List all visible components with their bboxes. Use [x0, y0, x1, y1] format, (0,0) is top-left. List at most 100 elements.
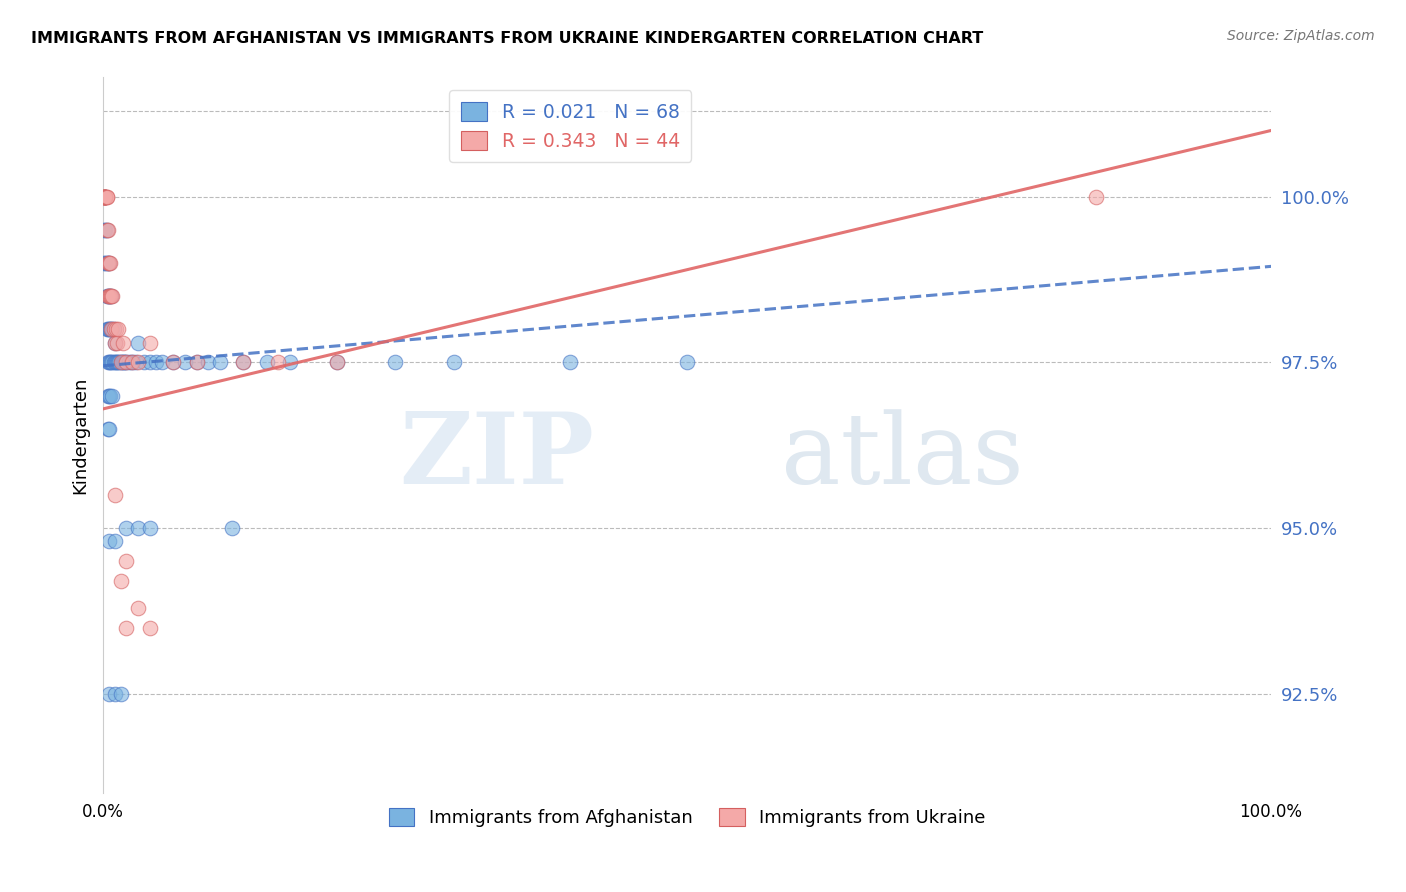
Point: [325, 355, 347, 369]
Point: [98, 322, 121, 336]
Point: [100, 322, 122, 336]
Point: [384, 355, 406, 369]
Point: [111, 335, 134, 350]
Point: [150, 355, 173, 369]
Point: [104, 335, 127, 350]
Point: [325, 355, 347, 369]
Point: [94, 256, 117, 270]
Point: [98, 289, 121, 303]
Point: [103, 322, 125, 336]
Point: [267, 355, 290, 369]
Point: [115, 554, 138, 568]
Point: [100, 289, 122, 303]
Point: [97, 289, 120, 303]
Text: IMMIGRANTS FROM AFGHANISTAN VS IMMIGRANTS FROM UKRAINE KINDERGARTEN CORRELATION : IMMIGRANTS FROM AFGHANISTAN VS IMMIGRANT…: [31, 31, 983, 46]
Point: [96, 289, 118, 303]
Text: atlas: atlas: [780, 409, 1024, 505]
Point: [93, 256, 115, 270]
Point: [278, 355, 301, 369]
Point: [104, 488, 127, 502]
Point: [98, 687, 121, 701]
Point: [115, 621, 138, 635]
Point: [93, 190, 115, 204]
Point: [97, 389, 120, 403]
Point: [93, 190, 115, 204]
Point: [101, 389, 124, 403]
Point: [97, 256, 120, 270]
Point: [94, 190, 117, 204]
Point: [93, 190, 115, 204]
Point: [121, 355, 143, 369]
Point: [197, 355, 219, 369]
Point: [443, 355, 465, 369]
Point: [97, 289, 120, 303]
Point: [1084, 190, 1107, 204]
Point: [97, 422, 120, 436]
Point: [104, 335, 127, 350]
Point: [139, 335, 162, 350]
Point: [96, 256, 118, 270]
Point: [98, 289, 121, 303]
Y-axis label: Kindergarten: Kindergarten: [72, 376, 89, 494]
Point: [98, 355, 121, 369]
Point: [97, 223, 120, 237]
Point: [676, 355, 699, 369]
Point: [98, 256, 121, 270]
Point: [256, 355, 278, 369]
Point: [145, 355, 167, 369]
Point: [96, 190, 118, 204]
Point: [98, 256, 121, 270]
Point: [162, 355, 184, 369]
Point: [173, 355, 195, 369]
Point: [110, 355, 132, 369]
Text: ZIP: ZIP: [399, 409, 593, 506]
Point: [94, 190, 117, 204]
Point: [139, 621, 162, 635]
Point: [110, 687, 132, 701]
Point: [96, 223, 118, 237]
Point: [132, 355, 155, 369]
Point: [98, 289, 121, 303]
Point: [118, 355, 141, 369]
Point: [94, 190, 117, 204]
Point: [107, 322, 129, 336]
Point: [94, 223, 117, 237]
Point: [98, 389, 121, 403]
Point: [110, 574, 132, 589]
Point: [105, 335, 128, 350]
Point: [232, 355, 254, 369]
Point: [122, 355, 145, 369]
Point: [104, 322, 127, 336]
Point: [98, 534, 121, 549]
Point: [104, 534, 127, 549]
Text: Source: ZipAtlas.com: Source: ZipAtlas.com: [1227, 29, 1375, 43]
Point: [139, 355, 162, 369]
Point: [115, 355, 138, 369]
Point: [111, 355, 134, 369]
Point: [100, 322, 122, 336]
Point: [103, 322, 125, 336]
Point: [108, 355, 131, 369]
Point: [97, 256, 120, 270]
Point: [114, 355, 136, 369]
Point: [125, 355, 148, 369]
Point: [120, 355, 142, 369]
Point: [104, 687, 127, 701]
Point: [97, 322, 120, 336]
Point: [100, 355, 122, 369]
Point: [98, 422, 121, 436]
Point: [115, 521, 138, 535]
Point: [115, 355, 138, 369]
Point: [98, 289, 121, 303]
Point: [96, 322, 118, 336]
Point: [221, 521, 243, 535]
Point: [232, 355, 254, 369]
Point: [94, 190, 117, 204]
Point: [100, 289, 122, 303]
Point: [105, 355, 128, 369]
Point: [127, 521, 149, 535]
Legend: Immigrants from Afghanistan, Immigrants from Ukraine: Immigrants from Afghanistan, Immigrants …: [381, 801, 993, 834]
Point: [112, 355, 135, 369]
Point: [98, 322, 121, 336]
Point: [93, 223, 115, 237]
